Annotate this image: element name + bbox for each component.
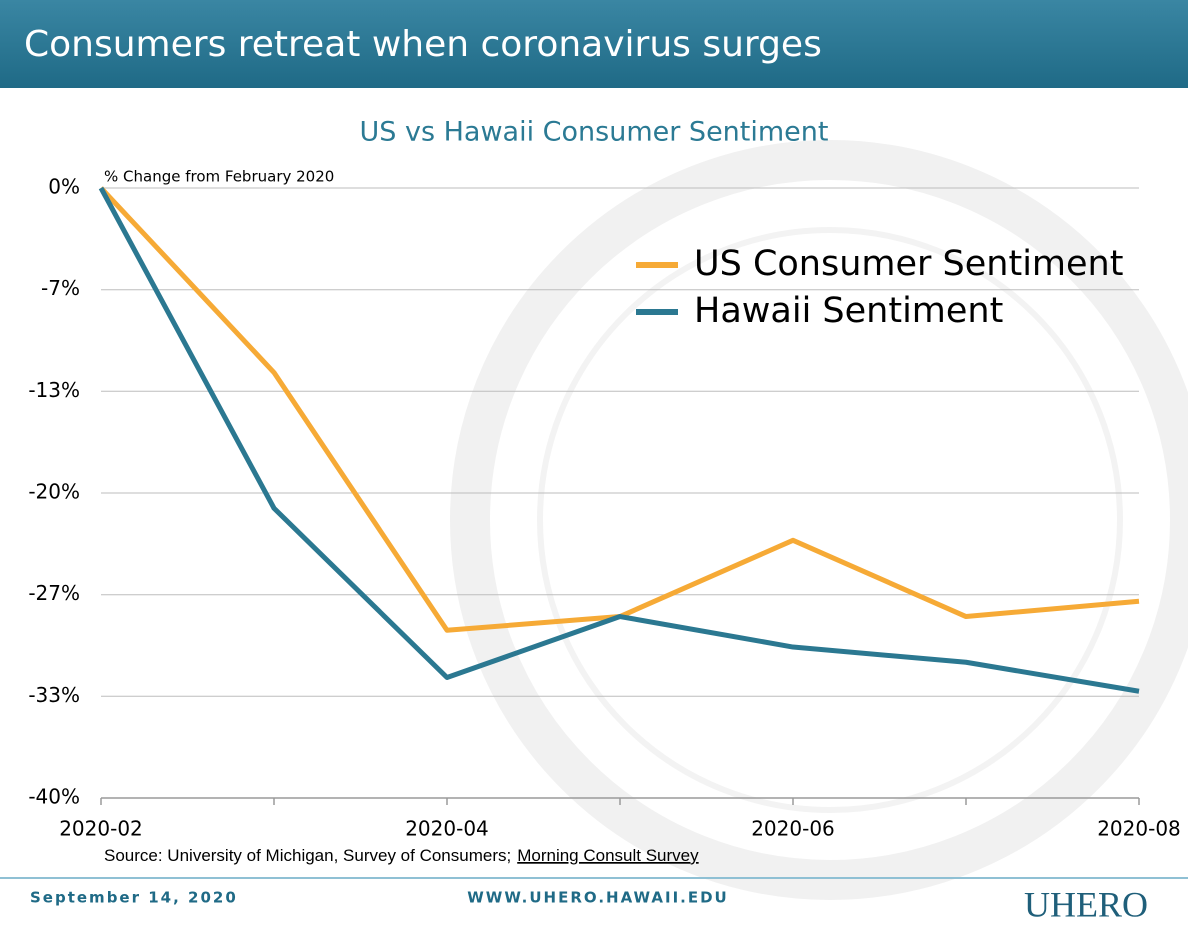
slide-title: Consumers retreat when coronavirus surge… xyxy=(24,24,822,65)
source-text: Source: University of Michigan, Survey o… xyxy=(104,846,511,865)
legend-label: US Consumer Sentiment xyxy=(694,244,1123,284)
y-tick-label: -13% xyxy=(28,378,80,402)
y-tick-label: -33% xyxy=(28,683,80,707)
y-axis-label: % Change from February 2020 xyxy=(104,168,334,186)
source-link[interactable]: Morning Consult Survey xyxy=(517,846,699,865)
y-tick-label: -40% xyxy=(28,785,80,809)
series-line xyxy=(98,186,1140,694)
y-tick-label: 0% xyxy=(48,175,80,199)
y-tick-label: -7% xyxy=(41,276,80,300)
y-tick-label: -20% xyxy=(28,480,80,504)
x-tick-label: 2020-04 xyxy=(405,817,489,841)
watermark xyxy=(537,227,1123,813)
footer-logo: UHERO xyxy=(1024,884,1148,924)
x-tick-label: 2020-08 xyxy=(1097,817,1181,841)
y-tick-label: -27% xyxy=(28,581,80,605)
x-tick-label: 2020-02 xyxy=(59,817,143,841)
chart-title: US vs Hawaii Consumer Sentiment xyxy=(360,117,829,148)
footer-url: WWW.UHERO.HAWAII.EDU xyxy=(467,889,728,907)
watermark xyxy=(450,140,1188,900)
plot: 0% -7% -13% -20% -27% -33% -40% 2020-02 2020-04 2… xyxy=(28,175,1180,841)
legend-label: Hawaii Sentiment xyxy=(694,291,1003,331)
footer-date: September 14, 2020 xyxy=(30,889,238,907)
x-tick-label: 2020-06 xyxy=(751,817,835,841)
source: Source: University of Michigan, Survey o… xyxy=(104,846,699,865)
header-band xyxy=(0,0,1188,88)
